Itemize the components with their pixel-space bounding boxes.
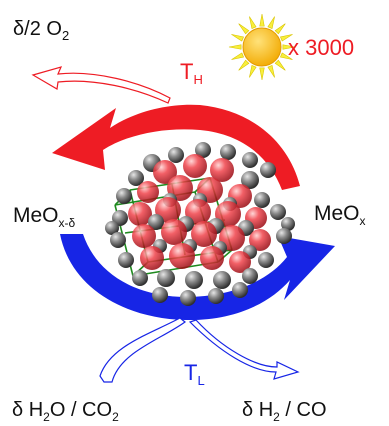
sun-ray: [267, 16, 275, 29]
sun-ray: [249, 16, 257, 29]
metal-atom: [220, 144, 236, 160]
oxygen-atom: [137, 181, 159, 203]
metal-atom: [242, 268, 258, 284]
input-reactants-label: δ H2O / CO2: [12, 399, 119, 424]
oxygen-atom: [249, 229, 271, 251]
metal-atom: [180, 290, 196, 306]
sun-ray: [274, 23, 286, 35]
sun-ray: [259, 13, 265, 27]
oxygen-atom: [128, 202, 152, 226]
oxygen-atom: [140, 246, 164, 270]
sun-ray: [267, 65, 275, 78]
metal-atom: [128, 170, 144, 186]
oxygen-atom: [169, 243, 195, 269]
sun-ray: [231, 34, 244, 42]
metal-atom: [270, 204, 286, 220]
metal-atom: [208, 288, 224, 304]
fuel-release-arrow-icon: [188, 319, 300, 380]
metal-atom: [152, 287, 168, 303]
oxygen-atom: [191, 221, 217, 247]
sun-ray: [274, 59, 286, 71]
metal-atom: [148, 214, 164, 230]
high-temperature-label: TH: [180, 59, 203, 87]
oxygen-release-arrow-icon: [31, 66, 171, 104]
metal-atom: [241, 171, 259, 189]
sun-ray: [228, 44, 242, 50]
metal-atom: [118, 252, 134, 268]
solar-concentration-label: x 3000: [288, 35, 354, 60]
metal-atom: [260, 162, 276, 178]
oxygen-atom: [153, 160, 177, 184]
low-temperature-label: TL: [184, 360, 205, 388]
sun-ray: [259, 67, 265, 81]
fuel-input-arrow-icon: [99, 317, 186, 383]
red-curved-arrow-icon: [52, 104, 300, 190]
sun-icon: [228, 13, 296, 81]
metal-atom: [281, 217, 295, 231]
oxygen-atom: [183, 154, 207, 178]
fuel-products-label: δ H2 / CO: [242, 399, 327, 424]
metal-atom: [112, 210, 128, 226]
sun-ray: [231, 52, 244, 60]
oxidized-oxide-label: MeOx: [314, 202, 366, 228]
sun-ray: [282, 44, 296, 50]
metal-atom: [242, 152, 258, 168]
metal-atom: [105, 221, 119, 235]
oxygen-atom: [200, 246, 224, 270]
metal-atom: [195, 142, 211, 158]
metal-atom: [276, 228, 292, 244]
metal-atom: [213, 271, 231, 289]
blue-curved-arrow-icon: [60, 234, 335, 321]
metal-atom: [157, 269, 175, 287]
crystal-lattice: [105, 142, 295, 306]
metal-atom: [254, 192, 270, 208]
metal-atom: [258, 252, 274, 268]
metal-atom: [116, 188, 132, 204]
oxygen-atom: [210, 158, 234, 182]
metal-atom: [132, 270, 148, 286]
sun-ray: [280, 52, 293, 60]
oxygen-label: δ/2 O2: [13, 18, 69, 43]
reduced-oxide-label: MeOx-δ: [13, 204, 76, 230]
sun-ray: [238, 23, 250, 35]
metal-atom: [232, 282, 248, 298]
oxygen-atom: [132, 224, 156, 248]
metal-atom: [110, 232, 126, 248]
sun-ray: [238, 59, 250, 71]
metal-atom: [168, 147, 184, 163]
sun-ray: [280, 34, 293, 42]
oxygen-atom: [229, 251, 251, 273]
oxygen-atom: [161, 219, 187, 245]
metal-atom: [185, 271, 203, 289]
sun-ray: [249, 65, 257, 78]
